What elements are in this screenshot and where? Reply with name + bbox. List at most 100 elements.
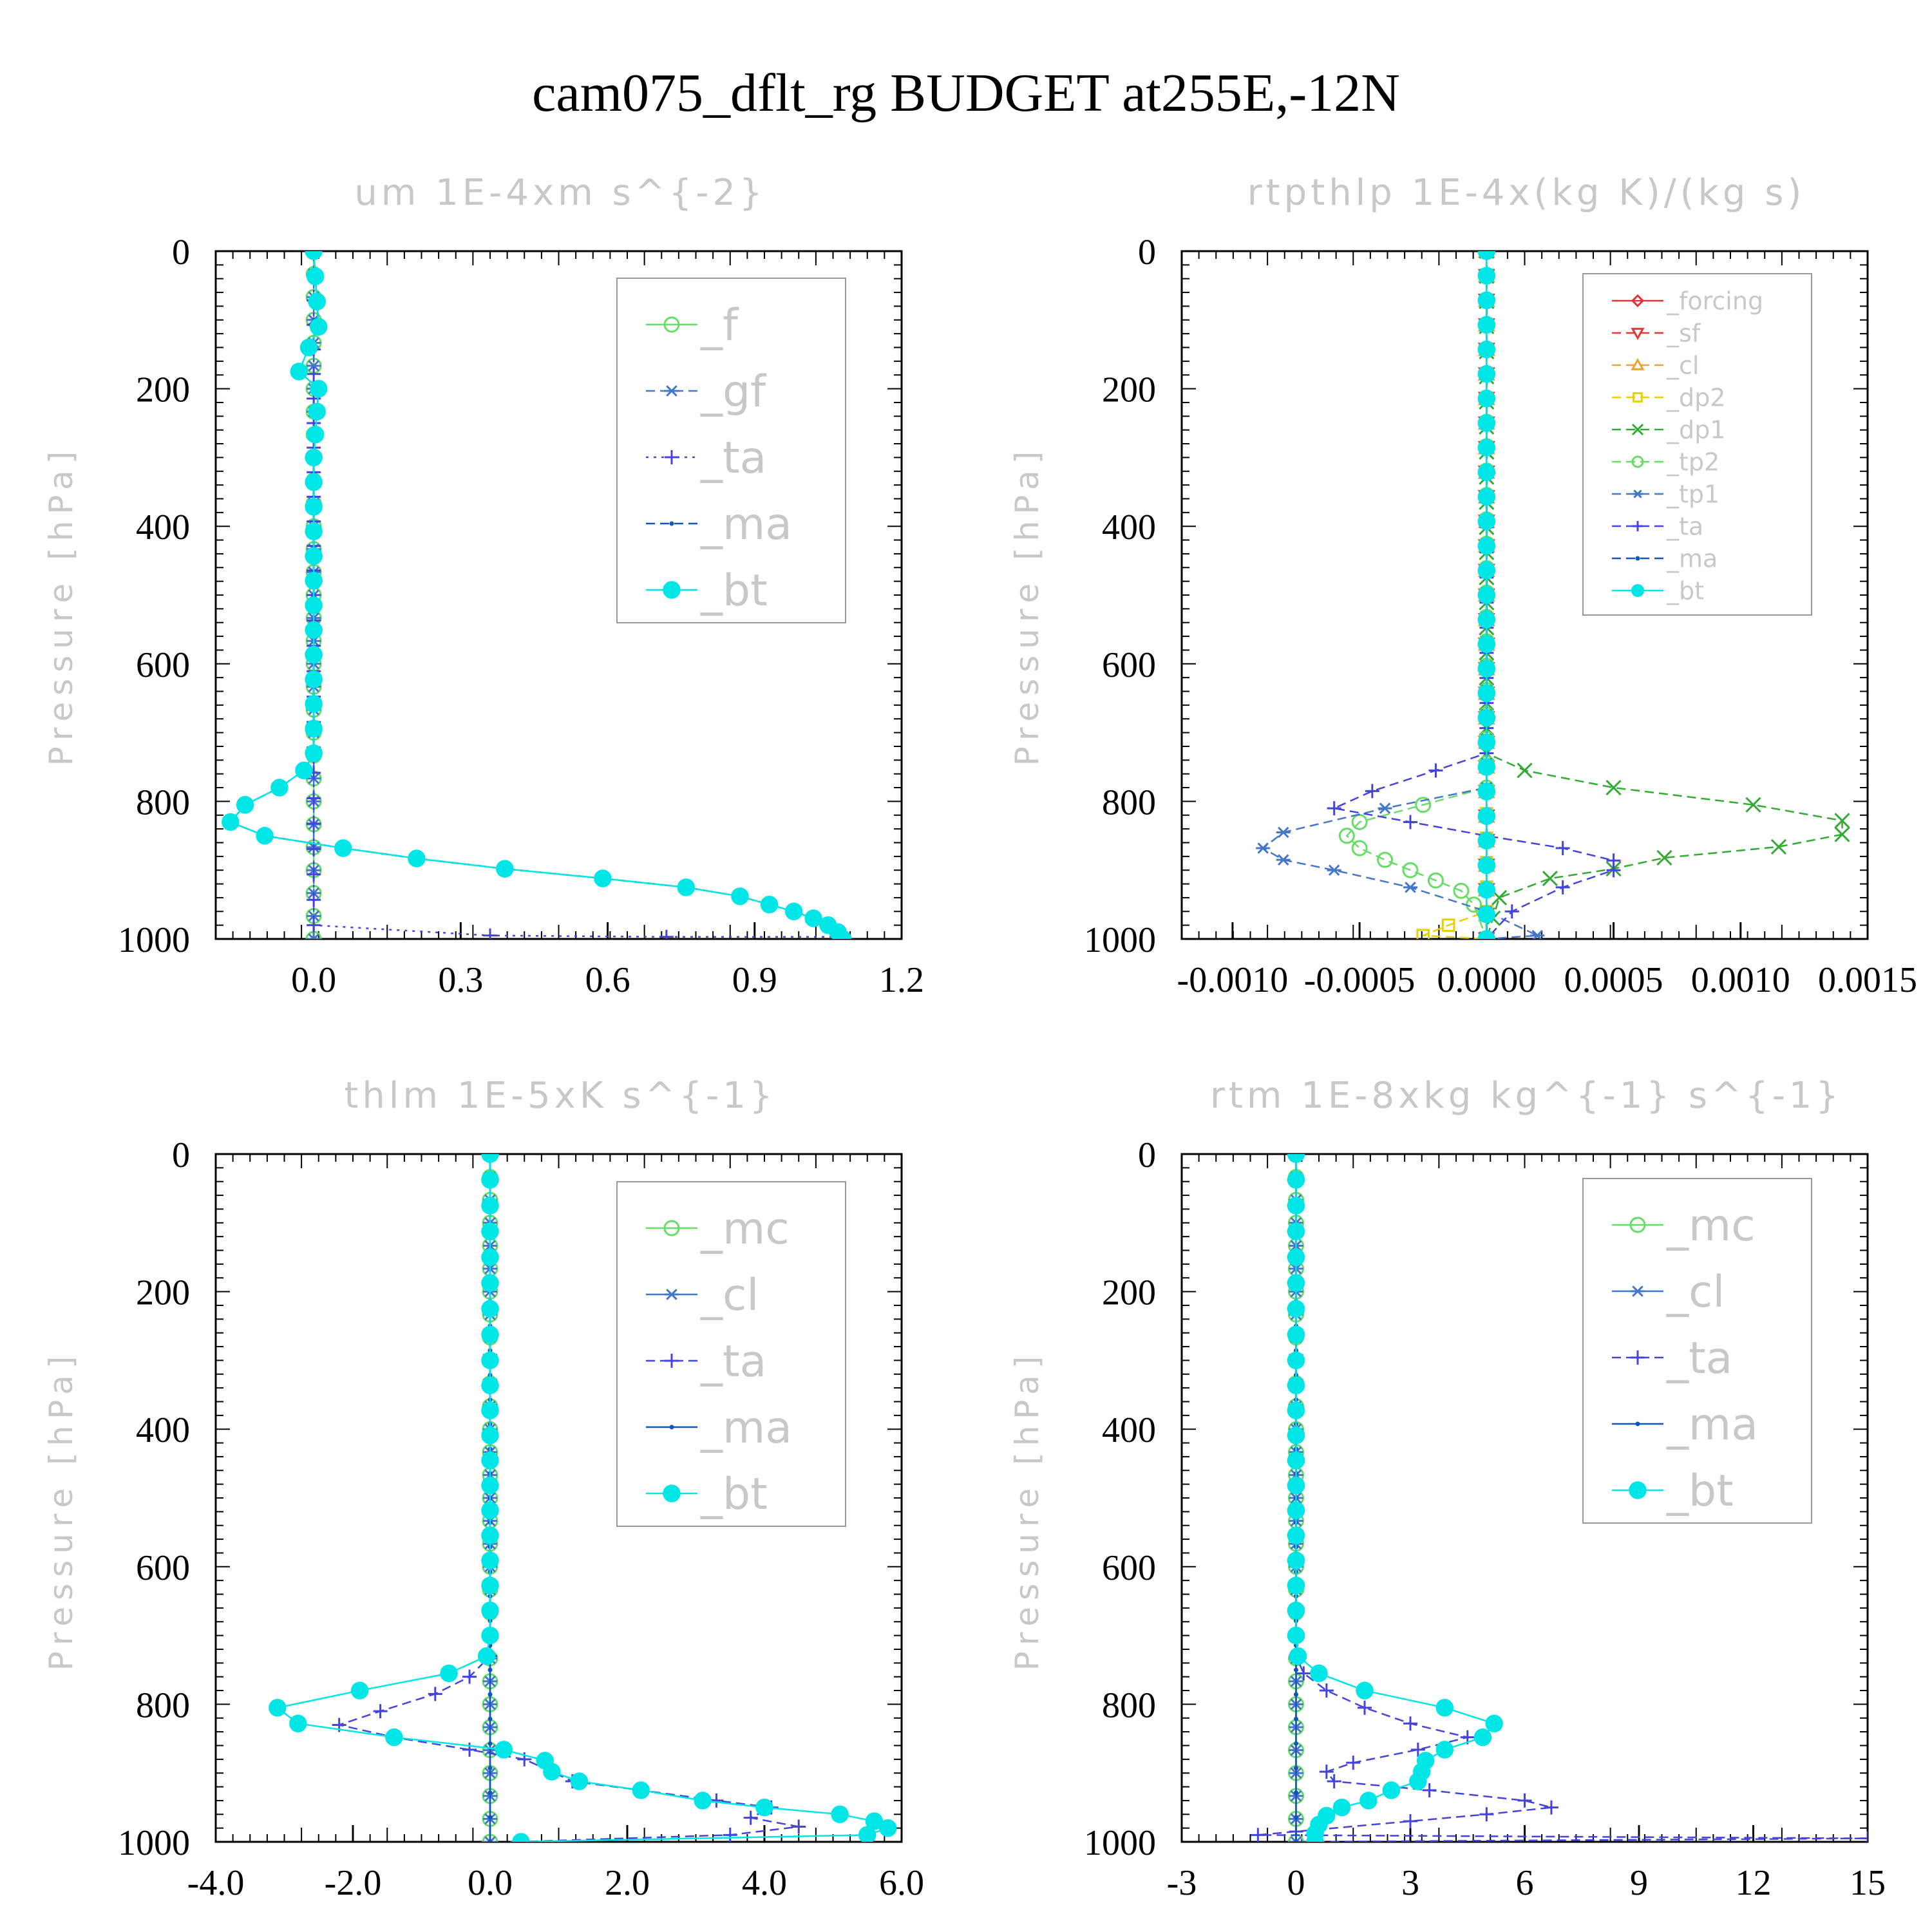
legend-label: _bt xyxy=(1666,576,1704,605)
data-point xyxy=(1276,854,1291,866)
data-point xyxy=(256,827,274,845)
legend-label: _bt xyxy=(700,565,768,616)
data-point xyxy=(1294,1790,1298,1795)
data-point xyxy=(1338,828,1355,844)
legend-item: _bt xyxy=(646,1469,768,1520)
data-point xyxy=(731,887,749,905)
x-tick-label: 3 xyxy=(1401,1863,1419,1903)
data-point xyxy=(709,1793,724,1808)
data-point xyxy=(1633,392,1643,402)
legend-item: _cl xyxy=(1612,1267,1725,1318)
data-point xyxy=(663,316,680,333)
data-point xyxy=(1358,1700,1372,1715)
data-point xyxy=(1631,357,1645,370)
data-point xyxy=(269,1698,287,1717)
data-point xyxy=(481,1274,499,1292)
data-point xyxy=(1477,488,1496,506)
data-point xyxy=(305,547,323,565)
data-point xyxy=(791,1819,806,1834)
data-point xyxy=(483,928,497,939)
panel-title: rtpthlp 1E-4x(kg K)/(kg s) xyxy=(1247,172,1806,214)
legend-label: _cl xyxy=(1666,351,1699,379)
x-tick-label: 0.3 xyxy=(438,960,483,1000)
data-point xyxy=(488,1815,493,1820)
data-point xyxy=(305,572,323,590)
x-tick-label: -3 xyxy=(1167,1863,1197,1903)
panel-rtpthlp: rtpthlp 1E-4x(kg K)/(kg s) Pressure [hPa… xyxy=(1009,172,1917,1000)
y-tick-label: 1000 xyxy=(118,920,190,960)
data-point xyxy=(1287,1551,1305,1569)
y-tick-label: 800 xyxy=(1102,782,1156,822)
panel-title: thlm 1E-5xK s^{-1} xyxy=(344,1075,776,1117)
data-point xyxy=(1287,1171,1305,1189)
legend-box xyxy=(1582,1178,1812,1524)
data-point xyxy=(1287,1248,1305,1266)
legend-label: _gf xyxy=(700,366,767,417)
data-point xyxy=(1517,1793,1532,1808)
data-point xyxy=(1555,880,1570,895)
data-point xyxy=(305,522,323,540)
data-point xyxy=(663,581,681,599)
data-point xyxy=(483,1836,497,1842)
data-point xyxy=(1631,328,1645,341)
data-point xyxy=(488,1692,493,1697)
data-point xyxy=(858,1826,876,1842)
series-bt xyxy=(1477,251,1496,939)
data-point xyxy=(308,292,326,311)
data-point xyxy=(307,918,321,933)
data-point xyxy=(1477,340,1496,359)
data-point xyxy=(305,744,323,762)
data-point xyxy=(1294,1716,1298,1721)
data-point xyxy=(481,1376,499,1394)
series-line xyxy=(1261,251,1541,939)
legend-label: _cl xyxy=(1666,1267,1725,1318)
data-point xyxy=(1555,841,1570,856)
x-tick-label: 0.0000 xyxy=(1437,960,1536,1000)
data-point xyxy=(305,251,323,260)
legend: _forcing _sf _cl _dp2 _dp1 _tp2 _tp1 _ta _ma _bt xyxy=(1582,273,1812,616)
y-tick-label: 0 xyxy=(172,1135,190,1175)
data-point xyxy=(755,1798,773,1817)
data-point xyxy=(1327,1774,1341,1789)
series-ta xyxy=(1327,251,1621,939)
data-point xyxy=(488,1716,493,1721)
data-point xyxy=(1477,251,1496,260)
data-point xyxy=(1861,1831,1868,1842)
x-tick-label: 0.0010 xyxy=(1691,960,1790,1000)
data-point xyxy=(1287,1451,1305,1470)
data-point xyxy=(1477,831,1496,850)
panel-title: rtm 1E-8xkg kg^{-1} s^{-1} xyxy=(1210,1075,1842,1117)
data-point xyxy=(428,1687,442,1701)
y-axis-label: Pressure [hPa] xyxy=(1009,445,1046,766)
data-point xyxy=(1416,929,1430,939)
data-point xyxy=(1287,1376,1305,1394)
data-point xyxy=(1287,1351,1305,1370)
legend-label: _ta xyxy=(1666,1333,1732,1384)
data-point xyxy=(1477,758,1496,776)
data-point xyxy=(1403,1814,1417,1828)
legend-box xyxy=(616,278,846,623)
data-point xyxy=(1635,556,1640,561)
data-point xyxy=(1409,1772,1427,1790)
data-point xyxy=(865,1812,884,1830)
data-point xyxy=(496,860,514,878)
x-tick-label: 0.0005 xyxy=(1564,960,1663,1000)
data-point xyxy=(1834,813,1850,829)
legend-label: _bt xyxy=(700,1469,768,1520)
data-point xyxy=(543,1763,561,1781)
data-point xyxy=(1287,1401,1305,1419)
data-point xyxy=(1477,880,1496,899)
legend-label: _tp2 xyxy=(1666,448,1719,476)
y-tick-label: 400 xyxy=(136,507,190,547)
plot-frame xyxy=(214,250,903,940)
x-tick-label: 0.0 xyxy=(291,960,336,1000)
legend-item: _ma xyxy=(646,1403,792,1454)
data-point xyxy=(488,1667,493,1672)
series-bt xyxy=(1287,1154,1503,1842)
legend-label: _ta xyxy=(1666,512,1703,540)
plot-area xyxy=(1256,251,1850,939)
data-point xyxy=(1477,734,1496,752)
x-tick-label: 0.9 xyxy=(732,960,777,1000)
y-tick-label: 600 xyxy=(1102,645,1156,685)
data-point xyxy=(310,379,328,398)
